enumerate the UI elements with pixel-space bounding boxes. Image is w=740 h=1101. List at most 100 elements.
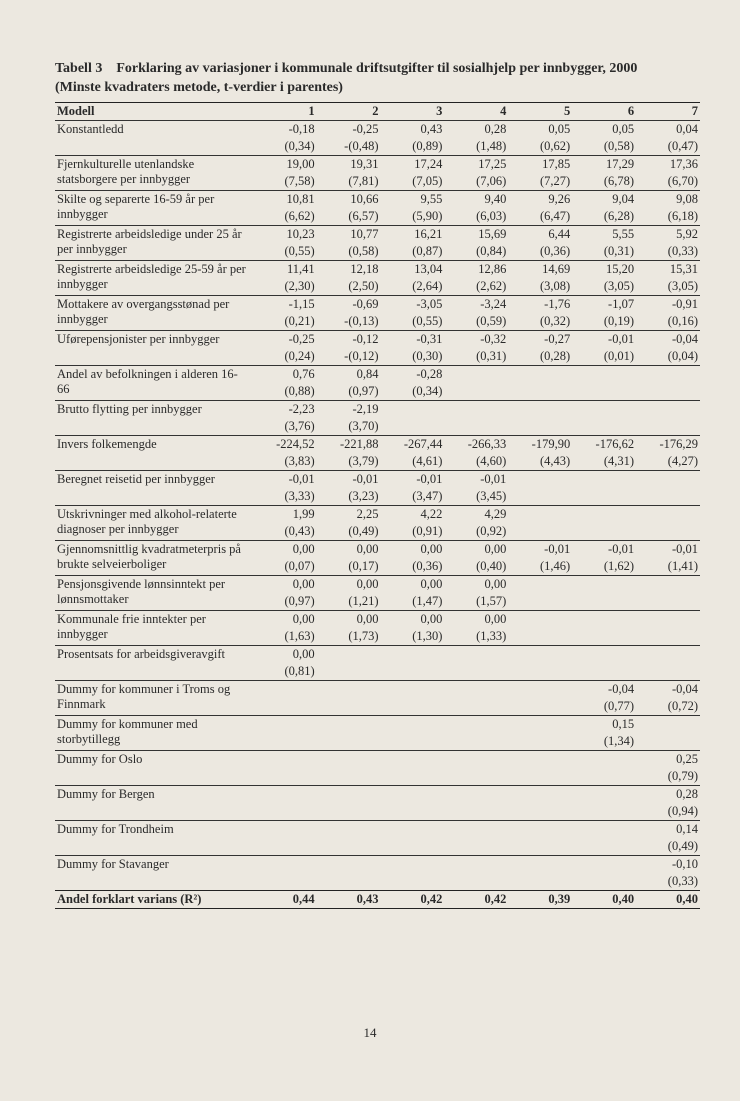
- coef-cell: 17,29: [572, 155, 636, 173]
- tval-cell: [317, 733, 381, 751]
- tval-cell: -(0,13): [317, 313, 381, 331]
- header-model: Modell: [55, 102, 253, 120]
- coef-cell: 0,00: [253, 610, 317, 628]
- tval-cell: [317, 838, 381, 856]
- coef-cell: -0,69: [317, 295, 381, 313]
- table-row: Fjernkulturelle utenlandske statsborgere…: [55, 155, 700, 173]
- coef-cell: 0,76: [253, 365, 317, 383]
- header-col-6: 6: [572, 102, 636, 120]
- coef-cell: 0,00: [381, 540, 445, 558]
- tval-cell: [253, 803, 317, 821]
- row-label: Dummy for Stavanger: [55, 855, 253, 890]
- tval-cell: [253, 733, 317, 751]
- coef-cell: 10,66: [317, 190, 381, 208]
- coef-cell: [508, 680, 572, 698]
- table-row: Dummy for Oslo0,25: [55, 750, 700, 768]
- tval-cell: [636, 663, 700, 681]
- coef-cell: -176,62: [572, 435, 636, 453]
- coef-cell: -0,01: [636, 540, 700, 558]
- coef-cell: -0,10: [636, 855, 700, 873]
- tval-cell: [636, 383, 700, 401]
- coef-cell: -0,12: [317, 330, 381, 348]
- coef-cell: [253, 715, 317, 733]
- coef-cell: [636, 400, 700, 418]
- row-label: Fjernkulturelle utenlandske statsborgere…: [55, 155, 253, 190]
- caption-line1: Forklaring av variasjoner i kommunale dr…: [116, 61, 637, 76]
- coef-cell: [317, 680, 381, 698]
- table-row: Registrerte arbeidsledige under 25 år pe…: [55, 225, 700, 243]
- coef-cell: [572, 470, 636, 488]
- tval-cell: (7,81): [317, 173, 381, 191]
- tval-cell: [508, 873, 572, 891]
- coef-cell: -0,01: [381, 470, 445, 488]
- coef-cell: [253, 855, 317, 873]
- tval-cell: (0,21): [253, 313, 317, 331]
- coef-cell: 0,00: [444, 610, 508, 628]
- coef-cell: [508, 400, 572, 418]
- r2-label: Andel forklart varians (R²): [57, 892, 201, 906]
- tval-cell: (0,49): [636, 838, 700, 856]
- tval-cell: (4,60): [444, 453, 508, 471]
- coef-cell: 9,26: [508, 190, 572, 208]
- tval-cell: [444, 383, 508, 401]
- coef-cell: [444, 715, 508, 733]
- coef-cell: -0,25: [317, 120, 381, 138]
- tval-cell: (0,36): [508, 243, 572, 261]
- tabell-label: Tabell 3: [55, 61, 102, 76]
- tval-cell: (0,34): [381, 383, 445, 401]
- coef-cell: [636, 610, 700, 628]
- coef-cell: -0,04: [636, 680, 700, 698]
- tval-cell: (0,91): [381, 523, 445, 541]
- tval-cell: (0,24): [253, 348, 317, 366]
- tval-cell: (6,70): [636, 173, 700, 191]
- coef-cell: 0,43: [381, 120, 445, 138]
- coef-cell: -1,76: [508, 295, 572, 313]
- tval-cell: (0,31): [572, 243, 636, 261]
- r2-2: 0,43: [357, 892, 379, 906]
- r2-3: 0,42: [421, 892, 443, 906]
- tval-cell: [317, 768, 381, 786]
- tval-cell: (3,08): [508, 278, 572, 296]
- coef-cell: [636, 470, 700, 488]
- header-col-5: 5: [508, 102, 572, 120]
- tval-cell: (2,62): [444, 278, 508, 296]
- tval-cell: [381, 418, 445, 436]
- tval-cell: (1,62): [572, 558, 636, 576]
- coef-cell: -0,32: [444, 330, 508, 348]
- table-row: Konstantledd-0,18-0,250,430,280,050,050,…: [55, 120, 700, 138]
- tval-cell: (0,92): [444, 523, 508, 541]
- tval-cell: (0,34): [253, 138, 317, 156]
- table-row: Registrerte arbeidsledige 25-59 år per i…: [55, 260, 700, 278]
- tval-cell: (0,81): [253, 663, 317, 681]
- tval-cell: (0,72): [636, 698, 700, 716]
- coef-cell: -0,18: [253, 120, 317, 138]
- coef-cell: [508, 505, 572, 523]
- coef-cell: -0,28: [381, 365, 445, 383]
- row-label: Utskrivninger med alkohol-relaterte diag…: [55, 505, 253, 540]
- coef-cell: [317, 715, 381, 733]
- tval-cell: [381, 873, 445, 891]
- tval-cell: (0,55): [253, 243, 317, 261]
- tval-cell: [572, 593, 636, 611]
- coef-cell: 1,99: [253, 505, 317, 523]
- tval-cell: [572, 383, 636, 401]
- coef-cell: [572, 610, 636, 628]
- tval-cell: (6,47): [508, 208, 572, 226]
- coef-cell: [253, 750, 317, 768]
- row-label: Prosentsats for arbeidsgiveravgift: [55, 645, 253, 680]
- tval-cell: (7,06): [444, 173, 508, 191]
- row-label: Brutto flytting per innbygger: [55, 400, 253, 435]
- tval-cell: (0,33): [636, 243, 700, 261]
- tval-cell: (1,57): [444, 593, 508, 611]
- tval-cell: (1,21): [317, 593, 381, 611]
- tval-cell: (0,77): [572, 698, 636, 716]
- coef-cell: 0,00: [317, 540, 381, 558]
- coef-cell: 10,23: [253, 225, 317, 243]
- tval-cell: [572, 418, 636, 436]
- coef-cell: [444, 400, 508, 418]
- tval-cell: [572, 663, 636, 681]
- tval-cell: (0,87): [381, 243, 445, 261]
- coef-cell: 11,41: [253, 260, 317, 278]
- tval-cell: [444, 803, 508, 821]
- tval-cell: [636, 593, 700, 611]
